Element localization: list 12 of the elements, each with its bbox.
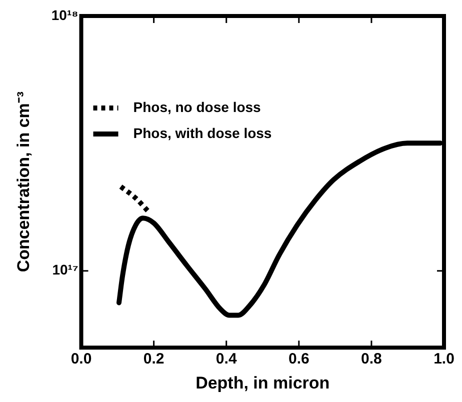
x-tick-label: 0.4	[216, 350, 238, 368]
legend-label: Phos, with dose loss	[133, 124, 272, 141]
y-tick-label: 10¹⁷	[52, 262, 78, 278]
y-tick-label: 10¹⁸	[51, 6, 78, 23]
x-tick-label: 0.8	[361, 350, 382, 368]
legend-label: Phos, no dose loss	[133, 98, 262, 115]
x-tick-label: 0.2	[143, 350, 164, 368]
x-tick-label: 0.6	[288, 350, 310, 368]
y-axis-title: Concentration, in cm⁻³	[14, 91, 33, 272]
x-tick-label: 0.0	[70, 350, 92, 368]
x-tick-label: 1.0	[434, 350, 454, 368]
x-axis-title: Depth, in micron	[196, 373, 330, 392]
